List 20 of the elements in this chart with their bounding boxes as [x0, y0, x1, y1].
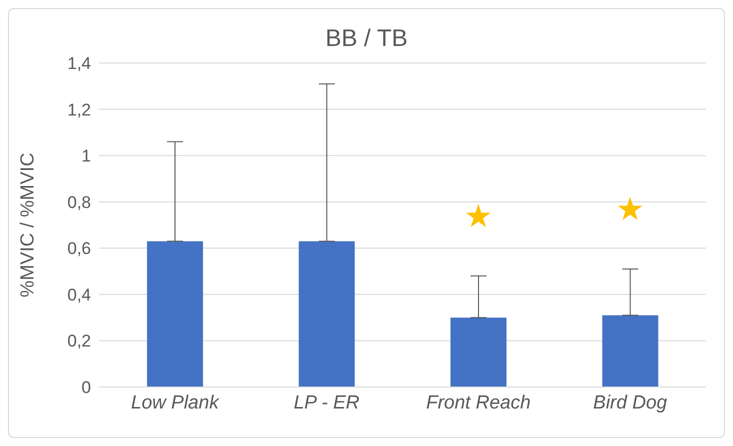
y-tick-label: 0,4 — [67, 285, 91, 304]
y-axis-title: %MVIC / %MVIC — [18, 152, 39, 298]
y-tick-label: 1,2 — [67, 100, 91, 120]
bar — [602, 315, 658, 387]
x-tick-label: LP - ER — [294, 392, 360, 414]
x-tick-label: Low Plank — [131, 392, 220, 414]
y-tick-label: 1,4 — [67, 54, 91, 74]
annotation: ★ — [614, 188, 646, 229]
chart-title: BB / TB — [324, 24, 409, 53]
bar — [147, 241, 203, 387]
x-tick-label: Front Reach — [426, 392, 531, 414]
y-tick-label: 0 — [82, 378, 91, 398]
y-tick-label: 0,2 — [67, 332, 91, 351]
y-tick-label: 0,6 — [67, 239, 91, 258]
x-tick-label: Bird Dog — [593, 392, 668, 414]
bar — [450, 318, 506, 387]
annotation: ★ — [463, 196, 494, 236]
bar — [298, 241, 355, 387]
y-tick-label: 0,8 — [67, 192, 91, 212]
y-tick-label: 1 — [82, 146, 91, 166]
